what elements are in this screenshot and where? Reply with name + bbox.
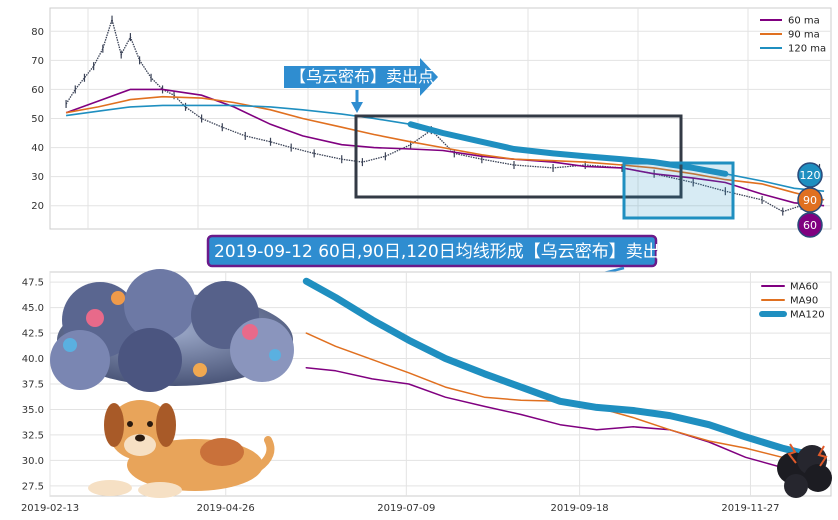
top-y-tick-label: 60 <box>31 85 44 96</box>
bottom-legend-label: MA60 <box>790 282 818 293</box>
bottom-ma-lines <box>302 277 815 476</box>
bottom-y-tick-label: 30.0 <box>22 456 44 467</box>
dark-thundercloud-icon <box>777 443 832 498</box>
bottom-y-tick-label: 47.5 <box>22 278 44 289</box>
banner-text: 2019-09-12 60日,90日,120日均线形成【乌云密布】卖出点 <box>214 242 677 262</box>
bottom-y-tick-labels: 27.5 30.0 32.5 35.0 37.5 40.0 42.5 45.0 47.5 <box>22 278 44 493</box>
banner-box <box>206 234 658 268</box>
bottom-y-tick-label: 35.0 <box>22 405 44 416</box>
ma-badge-90 <box>797 187 823 213</box>
top-callout: 【乌云密布】卖出点 <box>284 58 438 113</box>
bottom-x-tick-label: 2019-09-18 <box>551 503 609 514</box>
top-series-line-1 <box>65 95 825 201</box>
bottom-y-tick-label: 32.5 <box>22 430 44 441</box>
storm-cloud-icon <box>50 269 294 392</box>
sell-zone-box <box>622 161 735 220</box>
dog-icon <box>88 400 275 498</box>
top-y-tick-label: 80 <box>31 27 44 38</box>
bottom-series-line-2 <box>302 277 815 459</box>
top-y-tick-label: 30 <box>31 172 44 183</box>
ma-badge-120 <box>797 162 823 188</box>
top-ma-lines <box>65 88 825 207</box>
bottom-y-tick-label: 42.5 <box>22 329 44 340</box>
top-legend-label: 60 ma <box>788 16 820 27</box>
top-legend: 60 ma 90 ma 120 ma <box>760 16 826 55</box>
ma-badge-label: 120 <box>800 169 821 182</box>
top-y-tick-label: 40 <box>31 143 44 154</box>
dark-cloud-range-box <box>354 114 683 199</box>
top-grid <box>50 8 831 229</box>
top-legend-label: 90 ma <box>788 30 820 41</box>
top-y-tick-label: 70 <box>31 56 44 67</box>
bottom-x-tick-label: 2019-07-09 <box>377 503 435 514</box>
top-series-120-highlight <box>407 121 729 177</box>
signal-banner: 2019-09-12 60日,90日,120日均线形成【乌云密布】卖出点 <box>206 234 677 287</box>
bottom-legend: MA60 MA90 MA120 <box>759 282 825 321</box>
top-price-series <box>65 15 821 216</box>
callout-arrow-shape <box>284 58 438 96</box>
price-line <box>65 17 821 213</box>
bottom-y-tick-label: 37.5 <box>22 380 44 391</box>
top-legend-label: 120 ma <box>788 44 826 55</box>
ma-badges: 120 90 60 <box>797 162 823 238</box>
bottom-x-tick-labels: 2019-02-13 2019-04-26 2019-07-09 2019-09-18… <box>21 503 780 514</box>
bottom-x-tick-label: 2019-04-26 <box>197 503 255 514</box>
ma-badge-label: 60 <box>803 219 817 232</box>
top-y-tick-labels: 20 30 40 50 60 70 80 <box>31 27 44 212</box>
bottom-series-line-0 <box>305 366 813 476</box>
bottom-legend-label: MA120 <box>790 310 825 321</box>
bottom-y-tick-label: 40.0 <box>22 354 44 365</box>
bottom-y-tick-label: 27.5 <box>22 481 44 492</box>
callout-text: 【乌云密布】卖出点 <box>290 67 434 86</box>
bottom-legend-label: MA90 <box>790 296 818 307</box>
top-series-line-0 <box>65 88 825 207</box>
bottom-x-tick-label: 2019-02-13 <box>21 503 79 514</box>
top-y-tick-label: 20 <box>31 201 44 212</box>
ma-badge-60 <box>797 212 823 238</box>
callout-pointer-arrowhead <box>351 102 363 113</box>
top-panel: 20 30 40 50 60 70 80 【乌云密布】卖出点 60 ma 90 ma 120 m… <box>31 7 832 238</box>
ma-badge-label: 90 <box>803 194 817 207</box>
top-y-tick-label: 50 <box>31 114 44 125</box>
bottom-x-tick-label: 2019-11-27 <box>721 503 779 514</box>
bottom-y-tick-label: 45.0 <box>22 303 44 314</box>
